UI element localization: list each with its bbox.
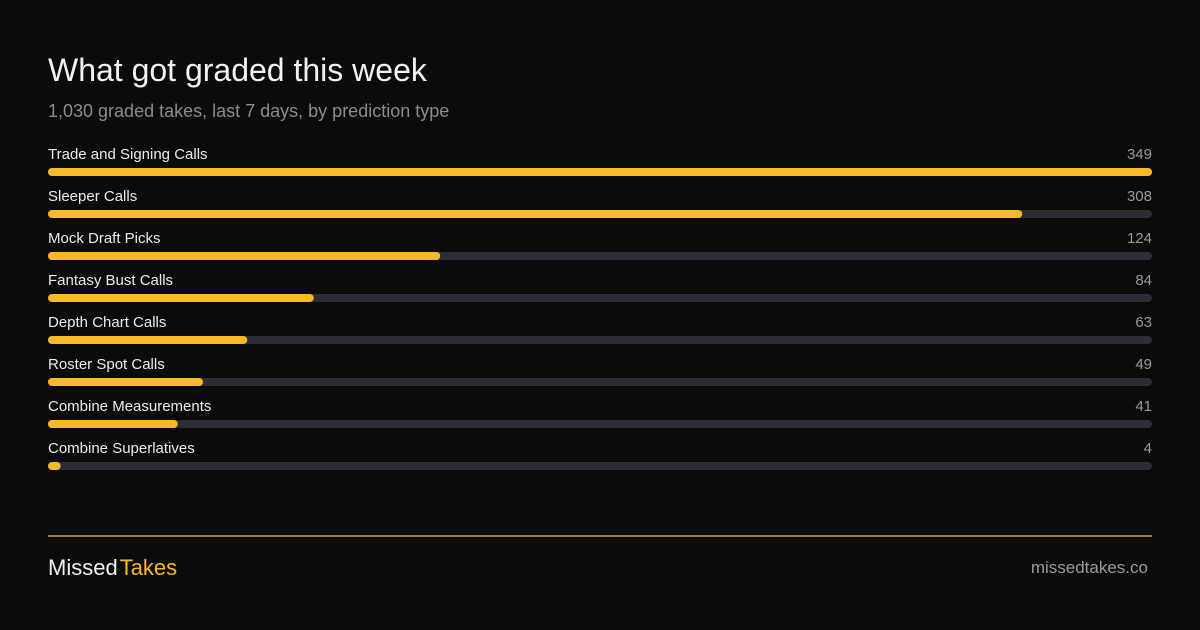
chart-title: What got graded this week xyxy=(48,52,428,88)
brand-first: Missed xyxy=(48,555,118,580)
bar-label: Fantasy Bust Calls xyxy=(48,272,173,289)
bar xyxy=(48,168,1152,176)
bar xyxy=(48,294,314,302)
bar xyxy=(48,378,204,386)
value-label: 124 xyxy=(1127,230,1152,247)
bar xyxy=(48,336,248,344)
bar-label: Combine Superlatives xyxy=(48,440,195,457)
bar-track xyxy=(48,336,1152,344)
value-label: 308 xyxy=(1127,188,1152,205)
bar-label: Mock Draft Picks xyxy=(48,230,161,247)
bar-label: Depth Chart Calls xyxy=(48,314,166,331)
bar xyxy=(48,420,178,428)
bar xyxy=(48,462,61,470)
bar-track xyxy=(48,378,1152,386)
brand-second: Takes xyxy=(120,555,177,580)
value-label: 41 xyxy=(1135,398,1152,415)
value-label: 4 xyxy=(1144,440,1152,457)
bar-label: Roster Spot Calls xyxy=(48,356,165,373)
value-label: 84 xyxy=(1135,272,1152,289)
value-label: 49 xyxy=(1135,356,1152,373)
brand: MissedTakes xyxy=(48,555,177,580)
footer-url: missedtakes.co xyxy=(1031,558,1148,577)
value-label: 349 xyxy=(1127,146,1152,163)
bar xyxy=(48,210,1023,218)
bar-track xyxy=(48,420,1152,428)
bar-track xyxy=(48,294,1152,302)
chart-subtitle: 1,030 graded takes, last 7 days, by pred… xyxy=(48,101,449,121)
bar-label: Sleeper Calls xyxy=(48,188,137,205)
bar-track xyxy=(48,462,1152,470)
bar-label: Combine Measurements xyxy=(48,398,211,415)
bar-label: Trade and Signing Calls xyxy=(48,146,208,163)
value-label: 63 xyxy=(1135,314,1152,331)
bar xyxy=(48,252,441,260)
